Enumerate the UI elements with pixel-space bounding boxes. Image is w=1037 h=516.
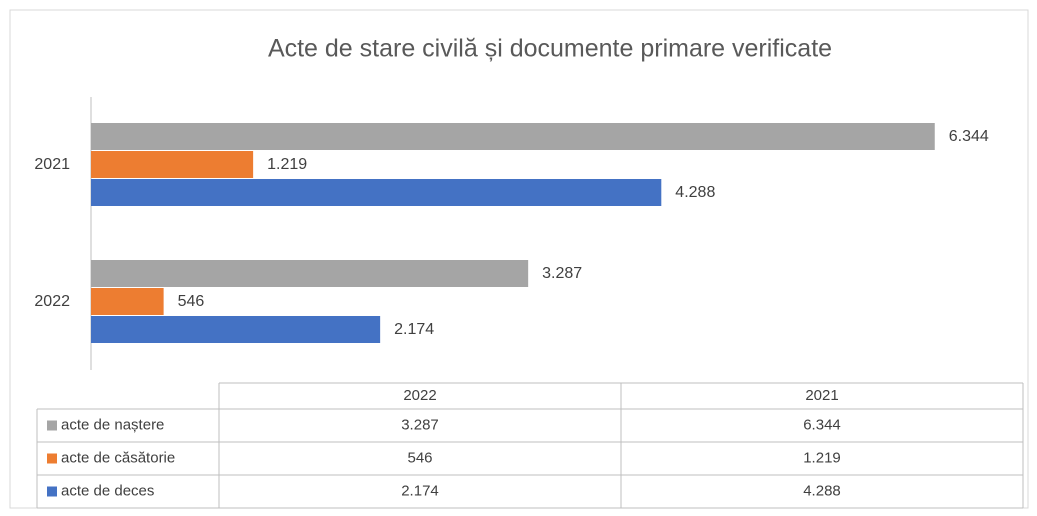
bar: [91, 123, 935, 150]
bar: [91, 151, 254, 178]
legend-key: [47, 486, 57, 497]
table-cell: 2.174: [401, 482, 439, 499]
table-cell: 1.219: [803, 449, 841, 466]
chart-title: Acte de stare civilă și documente primar…: [268, 35, 832, 63]
bar: [91, 288, 164, 315]
data-label: 4.288: [675, 184, 715, 201]
table-cell: 4.288: [803, 482, 841, 499]
table-cell: 6.344: [803, 416, 841, 433]
table-cell: 546: [407, 449, 432, 466]
data-label: 6.344: [949, 128, 989, 145]
legend-key: [47, 420, 57, 431]
data-label: 3.287: [542, 265, 582, 282]
data-label: 546: [178, 293, 205, 310]
table-cell: 3.287: [401, 416, 439, 433]
bar: [91, 179, 662, 206]
data-label: 1.219: [267, 156, 307, 173]
legend-label: acte de căsătorie: [61, 449, 175, 466]
legend-label: acte de naștere: [61, 416, 164, 433]
y-tick-label: 2022: [34, 293, 70, 310]
data-label: 2.174: [394, 321, 434, 338]
bar: [91, 260, 529, 287]
legend-key: [47, 453, 57, 464]
table-header: 2021: [805, 387, 838, 404]
chart-border: [9, 9, 1029, 509]
y-tick-label: 2021: [34, 156, 70, 173]
table-header: 2022: [403, 387, 436, 404]
legend-label: acte de deces: [61, 482, 154, 499]
bar: [91, 316, 381, 343]
